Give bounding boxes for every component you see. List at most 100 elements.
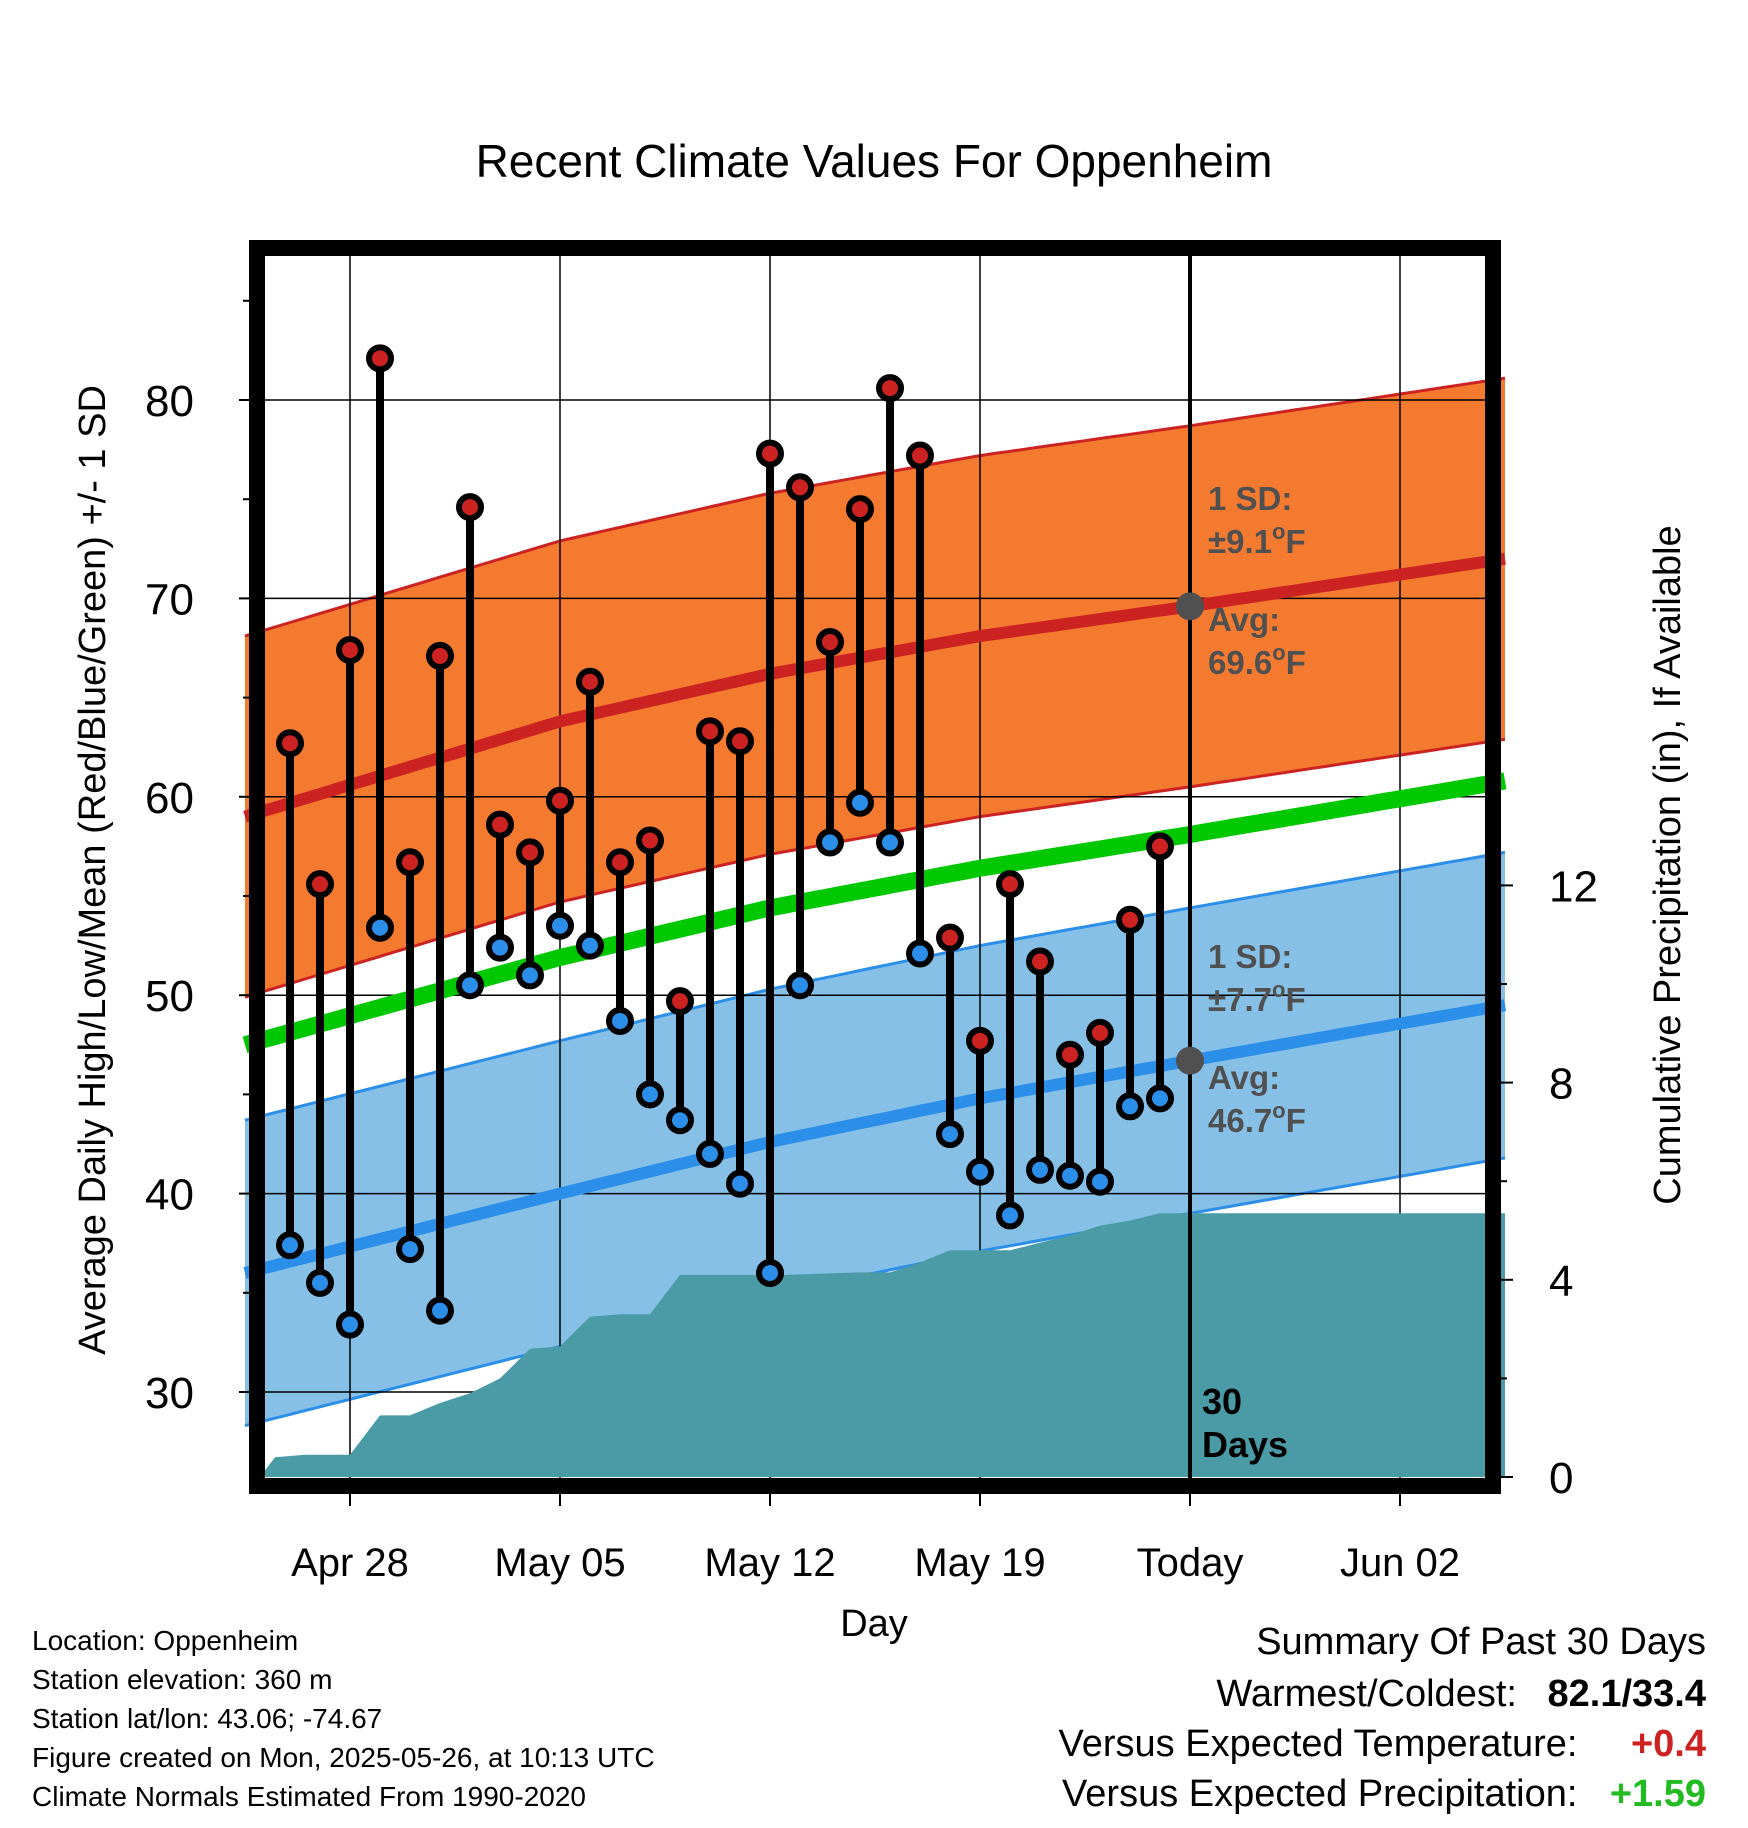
low-point — [396, 1235, 424, 1264]
low-point — [996, 1201, 1024, 1230]
high-sd-upper-edge — [244, 376, 1506, 638]
low-point — [846, 788, 874, 817]
high-point — [1116, 905, 1144, 934]
high-point — [1146, 832, 1174, 861]
summary-temp-row: Versus Expected Temperature: +0.4 — [1059, 1722, 1706, 1766]
y2-axis-title: Cumulative Precipitation (in), If Availa… — [1647, 525, 1689, 1204]
low-point — [1146, 1084, 1174, 1113]
low-sd-value: ±7.7oF — [1208, 977, 1306, 1018]
days-word-label: Days — [1202, 1424, 1288, 1465]
high-point — [1086, 1018, 1114, 1047]
low-point — [876, 828, 904, 857]
x-tick-label: Apr 28 — [291, 1541, 409, 1585]
high-point — [786, 473, 814, 502]
y-tick-label: 40 — [145, 1171, 194, 1220]
high-point — [696, 717, 724, 746]
high-point — [1056, 1040, 1084, 1069]
high-point — [546, 786, 574, 815]
low-point — [1116, 1092, 1144, 1121]
low-point — [276, 1231, 304, 1260]
high-point — [456, 493, 484, 522]
x-tick-label: May 19 — [914, 1541, 1045, 1585]
axes-layer: 30 40 50 60 70 80 0 4 8 12 Apr 28 May 05 May 12 May 1… — [72, 135, 1689, 1645]
high-point — [936, 923, 964, 952]
low-point — [786, 971, 814, 1000]
y-tick-label: 70 — [145, 575, 194, 624]
low-avg-label: Avg: — [1208, 1059, 1280, 1096]
low-point — [936, 1120, 964, 1149]
low-point — [516, 961, 544, 990]
low-point — [666, 1106, 694, 1135]
x-axis-title: Day — [840, 1603, 908, 1645]
high-point — [1026, 947, 1054, 976]
summary-warmest-row: Warmest/Coldest: 82.1/33.4 — [1216, 1672, 1706, 1716]
low-point — [1086, 1167, 1114, 1196]
frame-layer — [249, 240, 1501, 1494]
low-point — [966, 1157, 994, 1186]
meta-latlon: Station lat/lon: 43.06; -74.67 — [32, 1703, 383, 1734]
high-point — [516, 838, 544, 867]
high-point — [486, 810, 514, 839]
summary-temp-label: Versus Expected Temperature: — [1058, 1723, 1578, 1765]
high-sd-lower-edge — [244, 737, 1506, 999]
high-point — [306, 870, 334, 899]
plot-frame — [249, 240, 1501, 1494]
summary-warmest-value: 82.1/33.4 — [1547, 1673, 1706, 1715]
high-point — [756, 439, 784, 468]
y2-tick-label: 4 — [1549, 1257, 1573, 1306]
low-sd-label: 1 SD: — [1208, 938, 1292, 975]
summary-precip-row: Versus Expected Precipitation: +1.59 — [1062, 1772, 1706, 1816]
normal-lines-layer — [242, 552, 1507, 1279]
normal-mean-line — [242, 772, 1507, 1053]
low-point — [726, 1169, 754, 1198]
x-tick-label: Jun 02 — [1340, 1541, 1460, 1585]
low-point — [756, 1258, 784, 1287]
low-point — [426, 1296, 454, 1325]
low-point — [336, 1310, 364, 1339]
y2-tick-label: 12 — [1549, 862, 1598, 911]
x-tick-label: Today — [1137, 1541, 1244, 1585]
meta-created: Figure created on Mon, 2025-05-26, at 10… — [32, 1742, 655, 1773]
high-point — [816, 628, 844, 657]
y-axis-title: Average Daily High/Low/Mean (Red/Blue/Gr… — [72, 385, 114, 1355]
high-sd-value: ±9.1oF — [1208, 519, 1306, 560]
y-tick-label: 30 — [145, 1369, 194, 1418]
high-point — [966, 1026, 994, 1055]
low-point — [1056, 1161, 1084, 1190]
low-point — [636, 1080, 664, 1109]
y-tick-label: 50 — [145, 972, 194, 1021]
high-point — [366, 344, 394, 373]
high-point — [636, 826, 664, 855]
low-point — [816, 828, 844, 857]
high-point — [396, 848, 424, 877]
summary-temp-value: +0.4 — [1630, 1723, 1706, 1765]
high-point — [426, 641, 454, 670]
high-avg-label: Avg: — [1208, 601, 1280, 638]
high-point — [906, 441, 934, 470]
high-sd-label: 1 SD: — [1208, 480, 1292, 517]
low-point — [306, 1268, 334, 1297]
high-point — [876, 374, 904, 403]
chart-title: Recent Climate Values For Oppenheim — [476, 135, 1273, 187]
high-point — [606, 848, 634, 877]
low-point — [576, 931, 604, 960]
low-avg-value: 46.7oF — [1208, 1098, 1306, 1139]
meta-location: Location: Oppenheim — [32, 1625, 299, 1656]
low-point — [1026, 1155, 1054, 1184]
low-point — [696, 1139, 724, 1168]
summary-precip-value: +1.59 — [1609, 1773, 1706, 1815]
today-low-normal-marker — [1176, 1046, 1204, 1075]
high-point — [336, 635, 364, 664]
observations-layer — [276, 344, 1174, 1339]
summary-precip-label: Versus Expected Precipitation: — [1062, 1773, 1578, 1815]
high-point — [846, 495, 874, 524]
y-tick-label: 60 — [145, 774, 194, 823]
low-point — [906, 939, 934, 968]
high-point — [576, 667, 604, 696]
low-point — [456, 971, 484, 1000]
low-sd-upper-edge — [244, 850, 1506, 1122]
y2-tick-label: 0 — [1549, 1454, 1573, 1503]
low-point — [486, 933, 514, 962]
